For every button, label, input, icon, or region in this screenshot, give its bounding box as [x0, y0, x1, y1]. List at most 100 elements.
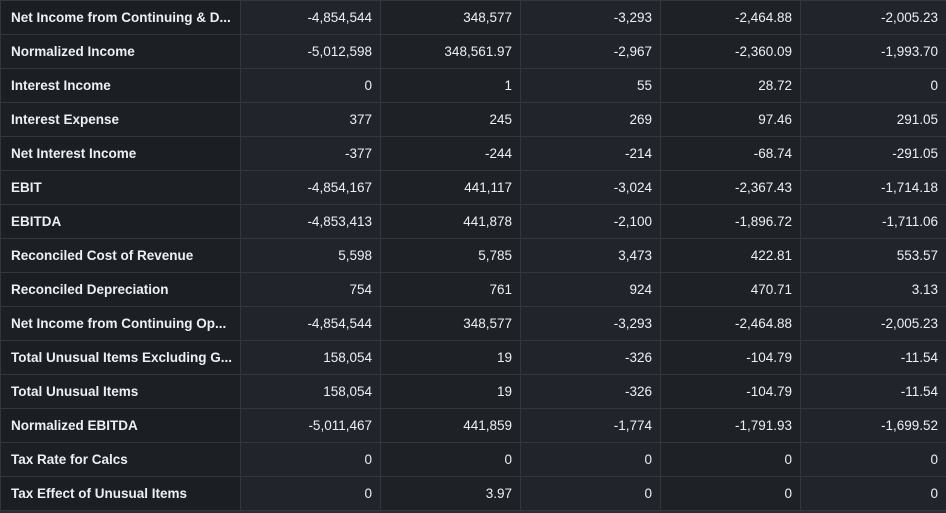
value-cell: -2,464.88 [660, 306, 801, 341]
value-cell: 19 [380, 340, 521, 375]
value-cell: -2,367.43 [660, 170, 801, 205]
value-cell: 3,473 [520, 238, 661, 273]
value-cell: 291.05 [800, 102, 946, 137]
table-row: Net Income from Continuing & D... -4,854,… [0, 0, 946, 35]
table-row: Reconciled Depreciation 754 761 924 470.71 3.… [0, 272, 946, 307]
value-cell: -5,011,467 [240, 408, 381, 443]
row-label: Interest Expense [0, 102, 241, 137]
value-cell: -244 [380, 136, 521, 171]
row-label: Total Unusual Items [0, 374, 241, 409]
row-label: Tax Rate for Calcs [0, 442, 241, 477]
table-row: Interest Income 0 1 55 28.72 0 [0, 68, 946, 103]
value-cell: 377 [240, 102, 381, 137]
value-cell: -214 [520, 136, 661, 171]
value-cell: 441,859 [380, 408, 521, 443]
value-cell: -1,774 [520, 408, 661, 443]
value-cell: 158,054 [240, 374, 381, 409]
value-cell: 0 [240, 476, 381, 511]
value-cell: -291.05 [800, 136, 946, 171]
table-row: Reconciled Cost of Revenue 5,598 5,785 3,47… [0, 238, 946, 273]
value-cell: 0 [800, 442, 946, 477]
table-row: Net Interest Income -377 -244 -214 -68.74 -29… [0, 136, 946, 171]
value-cell: -2,005.23 [800, 306, 946, 341]
value-cell: 5,785 [380, 238, 521, 273]
value-cell: -11.54 [800, 374, 946, 409]
value-cell: -1,699.52 [800, 408, 946, 443]
value-cell: -2,360.09 [660, 34, 801, 69]
value-cell: 1 [380, 68, 521, 103]
row-label: Tax Effect of Unusual Items [0, 476, 241, 511]
value-cell: -1,896.72 [660, 204, 801, 239]
table-row: Normalized EBITDA -5,011,467 441,859 -1,774… [0, 408, 946, 443]
value-cell: 0 [660, 442, 801, 477]
value-cell: 0 [520, 476, 661, 511]
value-cell: -4,854,544 [240, 306, 381, 341]
table-row: EBITDA -4,853,413 441,878 -2,100 -1,896.72 -1… [0, 204, 946, 239]
value-cell: -2,464.88 [660, 0, 801, 35]
value-cell: 0 [240, 68, 381, 103]
value-cell: -11.54 [800, 340, 946, 375]
value-cell: 0 [520, 442, 661, 477]
row-label: Reconciled Depreciation [0, 272, 241, 307]
value-cell: 761 [380, 272, 521, 307]
value-cell: 0 [800, 68, 946, 103]
value-cell: -4,854,167 [240, 170, 381, 205]
table-row: Tax Rate for Calcs 0 0 0 0 0 [0, 442, 946, 477]
value-cell: 269 [520, 102, 661, 137]
value-cell: 19 [380, 374, 521, 409]
value-cell: -68.74 [660, 136, 801, 171]
value-cell: -1,791.93 [660, 408, 801, 443]
table-row: Total Unusual Items 158,054 19 -326 -104.79-… [0, 374, 946, 409]
value-cell: -3,293 [520, 0, 661, 35]
value-cell: -4,854,544 [240, 0, 381, 35]
value-cell: 441,117 [380, 170, 521, 205]
row-label: Normalized EBITDA [0, 408, 241, 443]
value-cell: 0 [660, 476, 801, 511]
value-cell: -1,714.18 [800, 170, 946, 205]
value-cell: 28.72 [660, 68, 801, 103]
value-cell: 422.81 [660, 238, 801, 273]
table-row: Total Unusual Items Excluding G... 158,05… [0, 340, 946, 375]
value-cell: 5,598 [240, 238, 381, 273]
value-cell: 441,878 [380, 204, 521, 239]
value-cell: 348,561.97 [380, 34, 521, 69]
value-cell: 0 [380, 442, 521, 477]
value-cell: 158,054 [240, 340, 381, 375]
value-cell: 97.46 [660, 102, 801, 137]
row-label: Normalized Income [0, 34, 241, 69]
value-cell: -4,853,413 [240, 204, 381, 239]
value-cell: 3.97 [380, 476, 521, 511]
value-cell: 3.13 [800, 272, 946, 307]
table-row: Interest Expense 377 245 269 97.46 291.05 [0, 102, 946, 137]
value-cell: 348,577 [380, 306, 521, 341]
value-cell: 470.71 [660, 272, 801, 307]
row-label: Total Unusual Items Excluding G... [0, 340, 241, 375]
value-cell: 348,577 [380, 0, 521, 35]
value-cell: -2,005.23 [800, 0, 946, 35]
value-cell: -2,967 [520, 34, 661, 69]
value-cell: 245 [380, 102, 521, 137]
value-cell: -1,993.70 [800, 34, 946, 69]
table-row: EBIT -4,854,167 441,117 -3,024 -2,367.43 -1,7… [0, 170, 946, 205]
value-cell: -5,012,598 [240, 34, 381, 69]
table-bottom-border [0, 511, 946, 513]
value-cell: -1,711.06 [800, 204, 946, 239]
table-row: Net Income from Continuing Op... -4,854,5… [0, 306, 946, 341]
row-label: Net Income from Continuing Op... [0, 306, 241, 341]
row-label: Net Interest Income [0, 136, 241, 171]
value-cell: 0 [240, 442, 381, 477]
value-cell: 0 [800, 476, 946, 511]
table-row: Normalized Income -5,012,598 348,561.97 -2,… [0, 34, 946, 69]
value-cell: -104.79 [660, 374, 801, 409]
row-label: EBITDA [0, 204, 241, 239]
value-cell: 924 [520, 272, 661, 307]
value-cell: -2,100 [520, 204, 661, 239]
row-label: Reconciled Cost of Revenue [0, 238, 241, 273]
row-label: EBIT [0, 170, 241, 205]
row-label: Net Income from Continuing & D... [0, 0, 241, 35]
row-label: Interest Income [0, 68, 241, 103]
value-cell: 553.57 [800, 238, 946, 273]
value-cell: -3,293 [520, 306, 661, 341]
